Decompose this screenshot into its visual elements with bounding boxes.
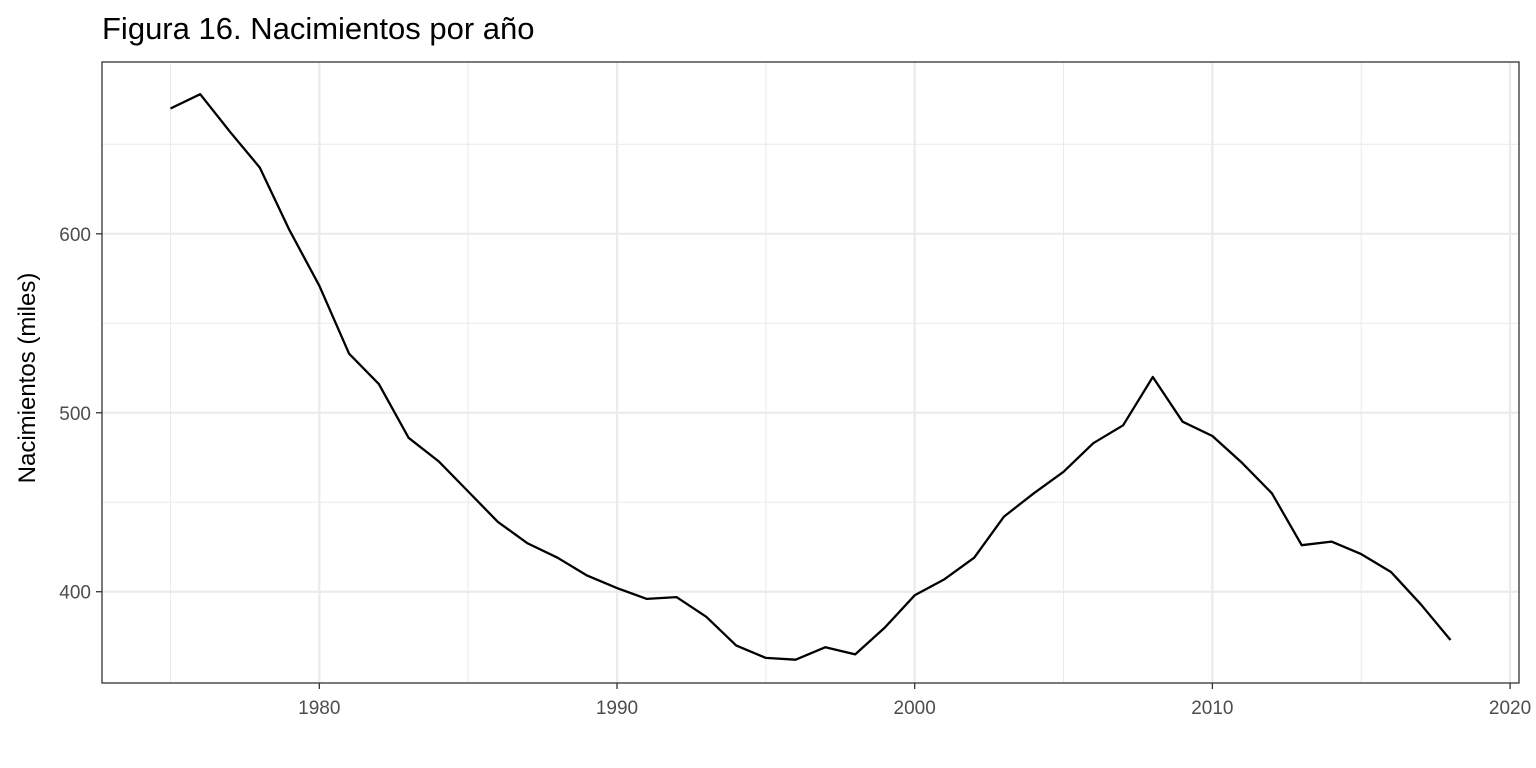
minor-gridlines xyxy=(102,62,1519,683)
chart-title: Figura 16. Nacimientos por año xyxy=(102,11,535,46)
major-gridlines xyxy=(102,62,1519,683)
y-axis-tick-labels: 400 500 600 xyxy=(59,225,91,604)
x-tick-label: 1980 xyxy=(298,698,340,719)
y-axis-title: Nacimientos (miles) xyxy=(14,273,41,484)
x-tick-label: 1990 xyxy=(596,698,638,719)
x-axis-tick-labels: 1980 1990 2000 2010 2020 xyxy=(298,698,1531,719)
x-tick-label: 2000 xyxy=(894,698,936,719)
x-tick-label: 2020 xyxy=(1489,698,1531,719)
plot-border xyxy=(101,61,1520,684)
y-tick-label: 500 xyxy=(59,404,91,425)
y-tick-label: 600 xyxy=(59,225,91,246)
axis-ticks xyxy=(96,233,1511,689)
series-line xyxy=(170,93,1452,661)
x-tick-label: 2010 xyxy=(1191,698,1233,719)
y-tick-label: 400 xyxy=(59,583,91,604)
